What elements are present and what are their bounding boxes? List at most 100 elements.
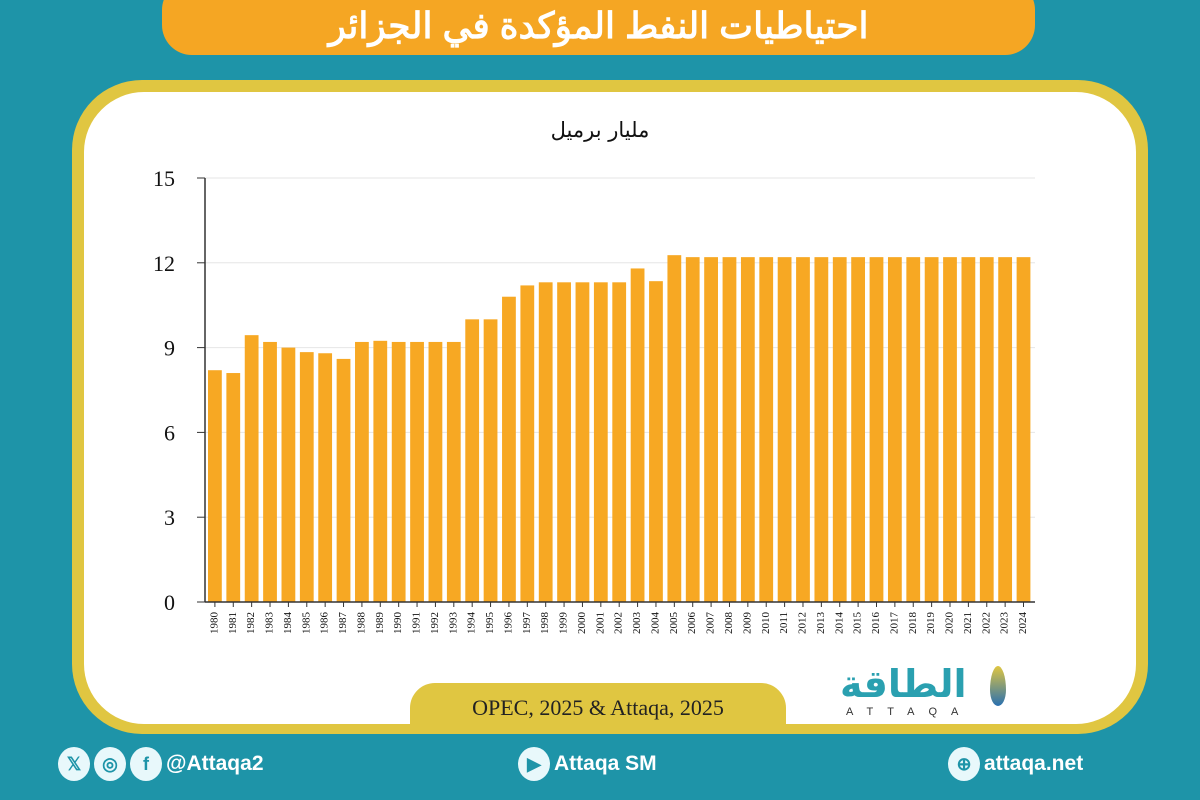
x-tick-label: 2002 bbox=[613, 612, 625, 634]
bar bbox=[281, 347, 296, 602]
bar bbox=[446, 341, 461, 602]
x-tick-label: 2013 bbox=[815, 612, 827, 635]
bar bbox=[740, 257, 755, 602]
x-tick-label: 1998 bbox=[539, 612, 551, 635]
y-axis-unit-label: مليار برميل bbox=[550, 118, 650, 142]
bar bbox=[373, 340, 388, 602]
x-tick-label: 1987 bbox=[337, 612, 349, 635]
logo-arabic-text: الطاقة bbox=[840, 662, 967, 706]
bar bbox=[483, 319, 498, 602]
bar bbox=[887, 257, 902, 602]
bar bbox=[979, 257, 994, 602]
bar bbox=[814, 257, 829, 602]
bar bbox=[391, 341, 406, 602]
bar bbox=[796, 257, 810, 602]
bar bbox=[722, 257, 737, 602]
bar bbox=[612, 282, 627, 602]
x-tick-label: 2024 bbox=[1017, 612, 1029, 635]
bar bbox=[593, 282, 608, 602]
y-tick-label: 3 bbox=[164, 505, 175, 530]
x-tick-label: 1980 bbox=[208, 612, 220, 635]
youtube-label: Attaqa SM bbox=[554, 752, 657, 775]
globe-icon: ⊕ bbox=[948, 747, 980, 781]
bar bbox=[906, 257, 921, 602]
x-tick-label: 2014 bbox=[833, 612, 845, 635]
x-icon[interactable]: 𝕏 bbox=[58, 747, 90, 781]
x-tick-label: 1989 bbox=[374, 612, 386, 635]
x-tick-label: 2018 bbox=[907, 612, 919, 635]
x-tick-label: 2022 bbox=[980, 612, 992, 634]
social-links: 𝕏 ◎ f @Attaqa2 bbox=[58, 747, 264, 781]
x-tick-label: 2016 bbox=[870, 612, 882, 635]
x-tick-label: 2009 bbox=[741, 612, 753, 635]
bar bbox=[667, 255, 682, 602]
bar bbox=[924, 257, 939, 602]
x-tick-label: 1982 bbox=[245, 612, 257, 634]
x-tick-label: 1988 bbox=[355, 612, 367, 635]
bar bbox=[410, 341, 424, 602]
chart-card bbox=[84, 92, 1136, 724]
bar bbox=[998, 257, 1013, 602]
x-tick-label: 2001 bbox=[594, 612, 606, 634]
x-tick-label: 2008 bbox=[723, 612, 735, 635]
bar bbox=[336, 358, 351, 602]
x-tick-label: 2006 bbox=[686, 612, 698, 635]
bar bbox=[520, 285, 535, 602]
bar bbox=[777, 257, 792, 602]
drop-icon bbox=[990, 666, 1006, 706]
x-tick-label: 1996 bbox=[502, 612, 514, 635]
x-tick-label: 1990 bbox=[392, 612, 404, 635]
x-tick-label: 2005 bbox=[668, 612, 680, 635]
bar bbox=[465, 319, 480, 602]
x-tick-label: 1994 bbox=[466, 612, 478, 635]
bar bbox=[355, 341, 369, 602]
x-tick-label: 1999 bbox=[558, 612, 570, 635]
page-title: احتياطيات النفط المؤكدة في الجزائر bbox=[328, 5, 869, 46]
youtube-icon: ▶ bbox=[518, 747, 550, 781]
x-tick-label: 1981 bbox=[227, 612, 239, 634]
x-tick-label: 2021 bbox=[962, 612, 974, 634]
x-tick-label: 1997 bbox=[521, 612, 533, 635]
y-tick-label: 0 bbox=[164, 590, 175, 615]
x-tick-label: 2019 bbox=[925, 612, 937, 635]
bar bbox=[299, 352, 314, 602]
x-tick-label: 1985 bbox=[300, 612, 312, 635]
youtube-link[interactable]: ▶ Attaqa SM bbox=[518, 747, 657, 781]
bar bbox=[502, 296, 516, 602]
website-label: attaqa.net bbox=[984, 752, 1084, 775]
social-handle[interactable]: @Attaqa2 bbox=[166, 752, 264, 775]
instagram-icon[interactable]: ◎ bbox=[94, 747, 126, 781]
x-tick-label: 2004 bbox=[649, 612, 661, 635]
attaqa-logo: الطاقة ATTAQA bbox=[840, 662, 1010, 722]
bar bbox=[649, 281, 663, 602]
x-tick-label: 1993 bbox=[447, 612, 459, 635]
y-tick-label: 15 bbox=[153, 166, 175, 191]
x-tick-label: 2020 bbox=[944, 612, 956, 635]
x-tick-label: 2015 bbox=[852, 612, 864, 635]
facebook-icon[interactable]: f bbox=[130, 747, 162, 781]
title-banner: احتياطيات النفط المؤكدة في الجزائر bbox=[162, 0, 1035, 55]
x-tick-label: 2011 bbox=[778, 612, 790, 634]
bar bbox=[832, 257, 847, 602]
website-link[interactable]: ⊕ attaqa.net bbox=[948, 747, 1083, 781]
bar bbox=[943, 257, 957, 602]
source-label: OPEC, 2025 & Attaqa, 2025 bbox=[410, 683, 786, 733]
x-tick-label: 1992 bbox=[429, 612, 441, 634]
x-tick-label: 2010 bbox=[760, 612, 772, 635]
bar bbox=[869, 257, 884, 602]
y-tick-label: 6 bbox=[164, 420, 175, 445]
bar bbox=[208, 370, 222, 602]
x-tick-label: 2007 bbox=[705, 612, 717, 635]
y-tick-label: 12 bbox=[153, 251, 175, 276]
bar bbox=[851, 257, 866, 602]
x-tick-label: 1984 bbox=[282, 612, 294, 635]
x-tick-label: 2000 bbox=[576, 612, 588, 635]
y-tick-label: 9 bbox=[164, 336, 175, 361]
x-tick-label: 1991 bbox=[411, 612, 423, 634]
bar bbox=[575, 282, 590, 602]
x-tick-label: 1983 bbox=[264, 612, 276, 635]
bar bbox=[428, 341, 443, 602]
bar bbox=[263, 341, 277, 602]
bar bbox=[630, 268, 645, 602]
